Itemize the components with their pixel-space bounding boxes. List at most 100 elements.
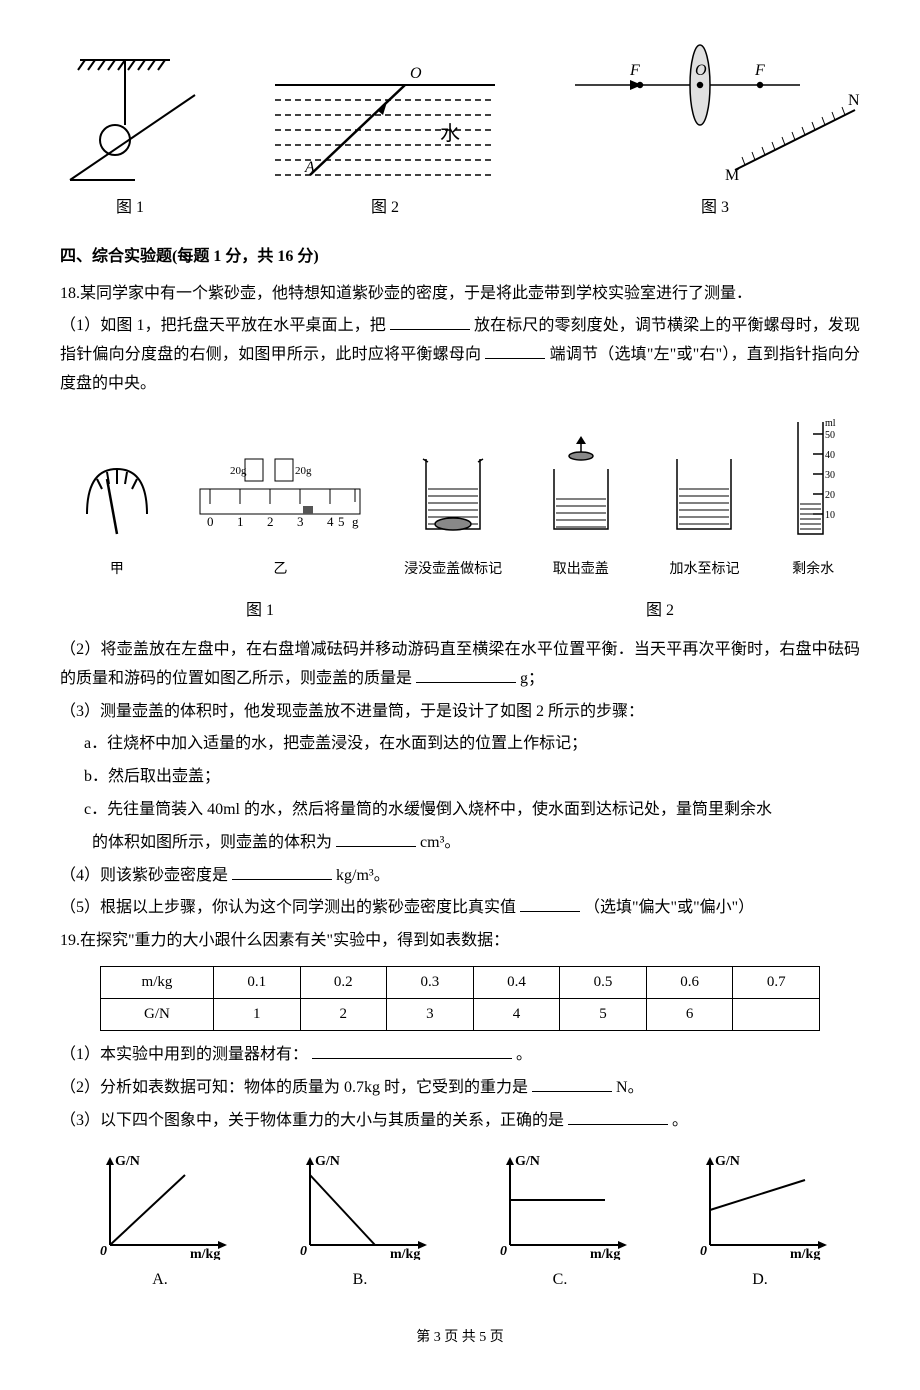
cell: 1 [213, 998, 300, 1030]
svg-text:m/kg: m/kg [390, 1247, 420, 1260]
ruler-icon: 20g 20g 0 1 2 3 4 5 g [190, 454, 370, 544]
beaker1-icon [408, 434, 498, 544]
q19-p2a: （2）分析如表数据可知：物体的质量为 0.7kg 时，它受到的重力是 [60, 1079, 528, 1096]
q19-p3: （3）以下四个图象中，关于物体重力的大小与其质量的关系，正确的是 。 [60, 1107, 860, 1136]
svg-text:1: 1 [237, 514, 244, 529]
svg-text:F: F [629, 62, 640, 79]
cell: 0.7 [733, 966, 820, 998]
svg-text:水: 水 [440, 122, 460, 145]
blank [485, 342, 545, 359]
q19-p3b: 。 [672, 1112, 688, 1129]
cell: 0.6 [646, 966, 733, 998]
opt-a-label: A. [85, 1266, 235, 1295]
cell: 6 [646, 998, 733, 1030]
svg-text:g: g [352, 514, 359, 529]
opt-d-label: D. [685, 1266, 835, 1295]
q18-apparatus-row: 甲 20g 20g 0 1 2 3 4 5 g [60, 414, 860, 582]
svg-text:20g: 20g [230, 465, 247, 477]
cell: 0.1 [213, 966, 300, 998]
fig2-container: O A 水 图 2 [270, 60, 500, 223]
svg-text:m/kg: m/kg [790, 1247, 820, 1260]
q18-p3c2: 的体积如图所示，则壶盖的体积为 [92, 834, 332, 851]
graph-b-icon: G/N 0 m/kg [285, 1150, 435, 1260]
graph-a: G/N 0 m/kg A. [85, 1150, 235, 1295]
q18-fig1-label: 图 1 [100, 597, 420, 626]
svg-text:G/N: G/N [315, 1154, 340, 1169]
blank [416, 666, 516, 683]
svg-text:0: 0 [300, 1244, 307, 1259]
svg-text:ml: ml [825, 418, 836, 429]
q18-p3b: b．然后取出壶盖； [60, 763, 860, 792]
svg-text:0: 0 [100, 1244, 107, 1259]
svg-text:0: 0 [500, 1244, 507, 1259]
dial-icon [77, 454, 157, 544]
svg-text:30: 30 [825, 470, 835, 481]
opt-c-label: C. [485, 1266, 635, 1295]
svg-text:F: F [754, 62, 765, 79]
q18-p4b: kg/m³。 [336, 867, 390, 884]
q19-p2: （2）分析如表数据可知：物体的质量为 0.7kg 时，它受到的重力是 N。 [60, 1074, 860, 1103]
app-submerge-label: 浸没壶盖做标记 [404, 557, 502, 582]
top-figure-row: 图 1 O A 水 图 2 [60, 40, 860, 223]
q18-fig-labels: 图 1 图 2 [60, 597, 860, 626]
blank [336, 830, 416, 847]
fig1-container: 图 1 [60, 40, 200, 223]
blank [232, 863, 332, 880]
svg-text:20g: 20g [295, 465, 312, 477]
q19-p1b: 。 [516, 1046, 532, 1063]
svg-text:G/N: G/N [515, 1154, 540, 1169]
q18-stem: 18.某同学家中有一个紫砂壶，他特想知道紫砂壶的密度，于是将此壶带到学校实验室进… [60, 280, 860, 309]
cell: 2 [300, 998, 387, 1030]
jia-label: 甲 [77, 557, 157, 582]
q18-p3a: a．往烧杯中加入适量的水，把壶盖浸没，在水面到达的位置上作标记； [60, 730, 860, 759]
q18-p1a: （1）如图 1，把托盘天平放在水平桌面上，把 [60, 317, 386, 334]
table-row: m/kg 0.1 0.2 0.3 0.4 0.5 0.6 0.7 [101, 966, 820, 998]
graph-b: G/N 0 m/kg B. [285, 1150, 435, 1295]
cell: 5 [560, 998, 647, 1030]
svg-text:50: 50 [825, 430, 835, 441]
blank [390, 313, 470, 330]
q18-p2: （2）将壶盖放在左盘中，在右盘增减砝码并移动游码直至横梁在水平位置平衡．当天平再… [60, 636, 860, 694]
app-addwater-label: 加水至标记 [659, 557, 749, 582]
fig3-lens-icon: F O F N M [570, 40, 860, 190]
svg-text:4: 4 [327, 514, 334, 529]
cell [733, 998, 820, 1030]
page-footer: 第 3 页 共 5 页 [60, 1325, 860, 1350]
q18-p5b: （选填"偏大"或"偏小"） [584, 899, 754, 916]
svg-text:m/kg: m/kg [190, 1247, 220, 1260]
q18-p3: （3）测量壶盖的体积时，他发现壶盖放不进量筒，于是设计了如图 2 所示的步骤： [60, 698, 860, 727]
svg-text:20: 20 [825, 490, 835, 501]
q18-p5a: （5）根据以上步骤，你认为这个同学测出的紫砂壶密度比真实值 [60, 899, 516, 916]
svg-text:2: 2 [267, 514, 274, 529]
app-ruler: 20g 20g 0 1 2 3 4 5 g 乙 [190, 454, 370, 582]
q19-p1a: （1）本实验中用到的测量器材有： [60, 1046, 308, 1063]
graph-c: G/N 0 m/kg C. [485, 1150, 635, 1295]
blank [532, 1075, 612, 1092]
fig1-label: 图 1 [60, 194, 200, 223]
cell: 0.4 [473, 966, 560, 998]
app-remain-label: 剩余水 [783, 557, 843, 582]
svg-text:O: O [410, 65, 422, 82]
yi-label: 乙 [190, 557, 370, 582]
svg-text:10: 10 [825, 510, 835, 521]
fig2-refraction-icon: O A 水 [270, 60, 500, 190]
app-beaker1: 浸没壶盖做标记 [404, 434, 502, 582]
cell: 3 [387, 998, 474, 1030]
svg-text:40: 40 [825, 450, 835, 461]
graph-a-icon: G/N 0 m/kg [85, 1150, 235, 1260]
hdr-m: m/kg [101, 966, 214, 998]
cell: 0.5 [560, 966, 647, 998]
svg-text:G/N: G/N [115, 1154, 140, 1169]
q18-p3c3: cm³。 [420, 834, 460, 851]
svg-text:m/kg: m/kg [590, 1247, 620, 1260]
section4-title: 四、综合实验题(每题 1 分，共 16 分) [60, 243, 860, 272]
q18-p2b: g； [520, 670, 544, 687]
blank [520, 895, 580, 912]
svg-text:O: O [695, 62, 707, 79]
svg-text:G/N: G/N [715, 1154, 740, 1169]
q19-p2b: N。 [616, 1079, 644, 1096]
svg-text:N: N [848, 92, 860, 109]
graph-d: G/N 0 m/kg D. [685, 1150, 835, 1295]
q19-graph-row: G/N 0 m/kg A. G/N 0 m/kg B. G/N 0 [60, 1150, 860, 1295]
q18-fig2-label: 图 2 [500, 597, 820, 626]
